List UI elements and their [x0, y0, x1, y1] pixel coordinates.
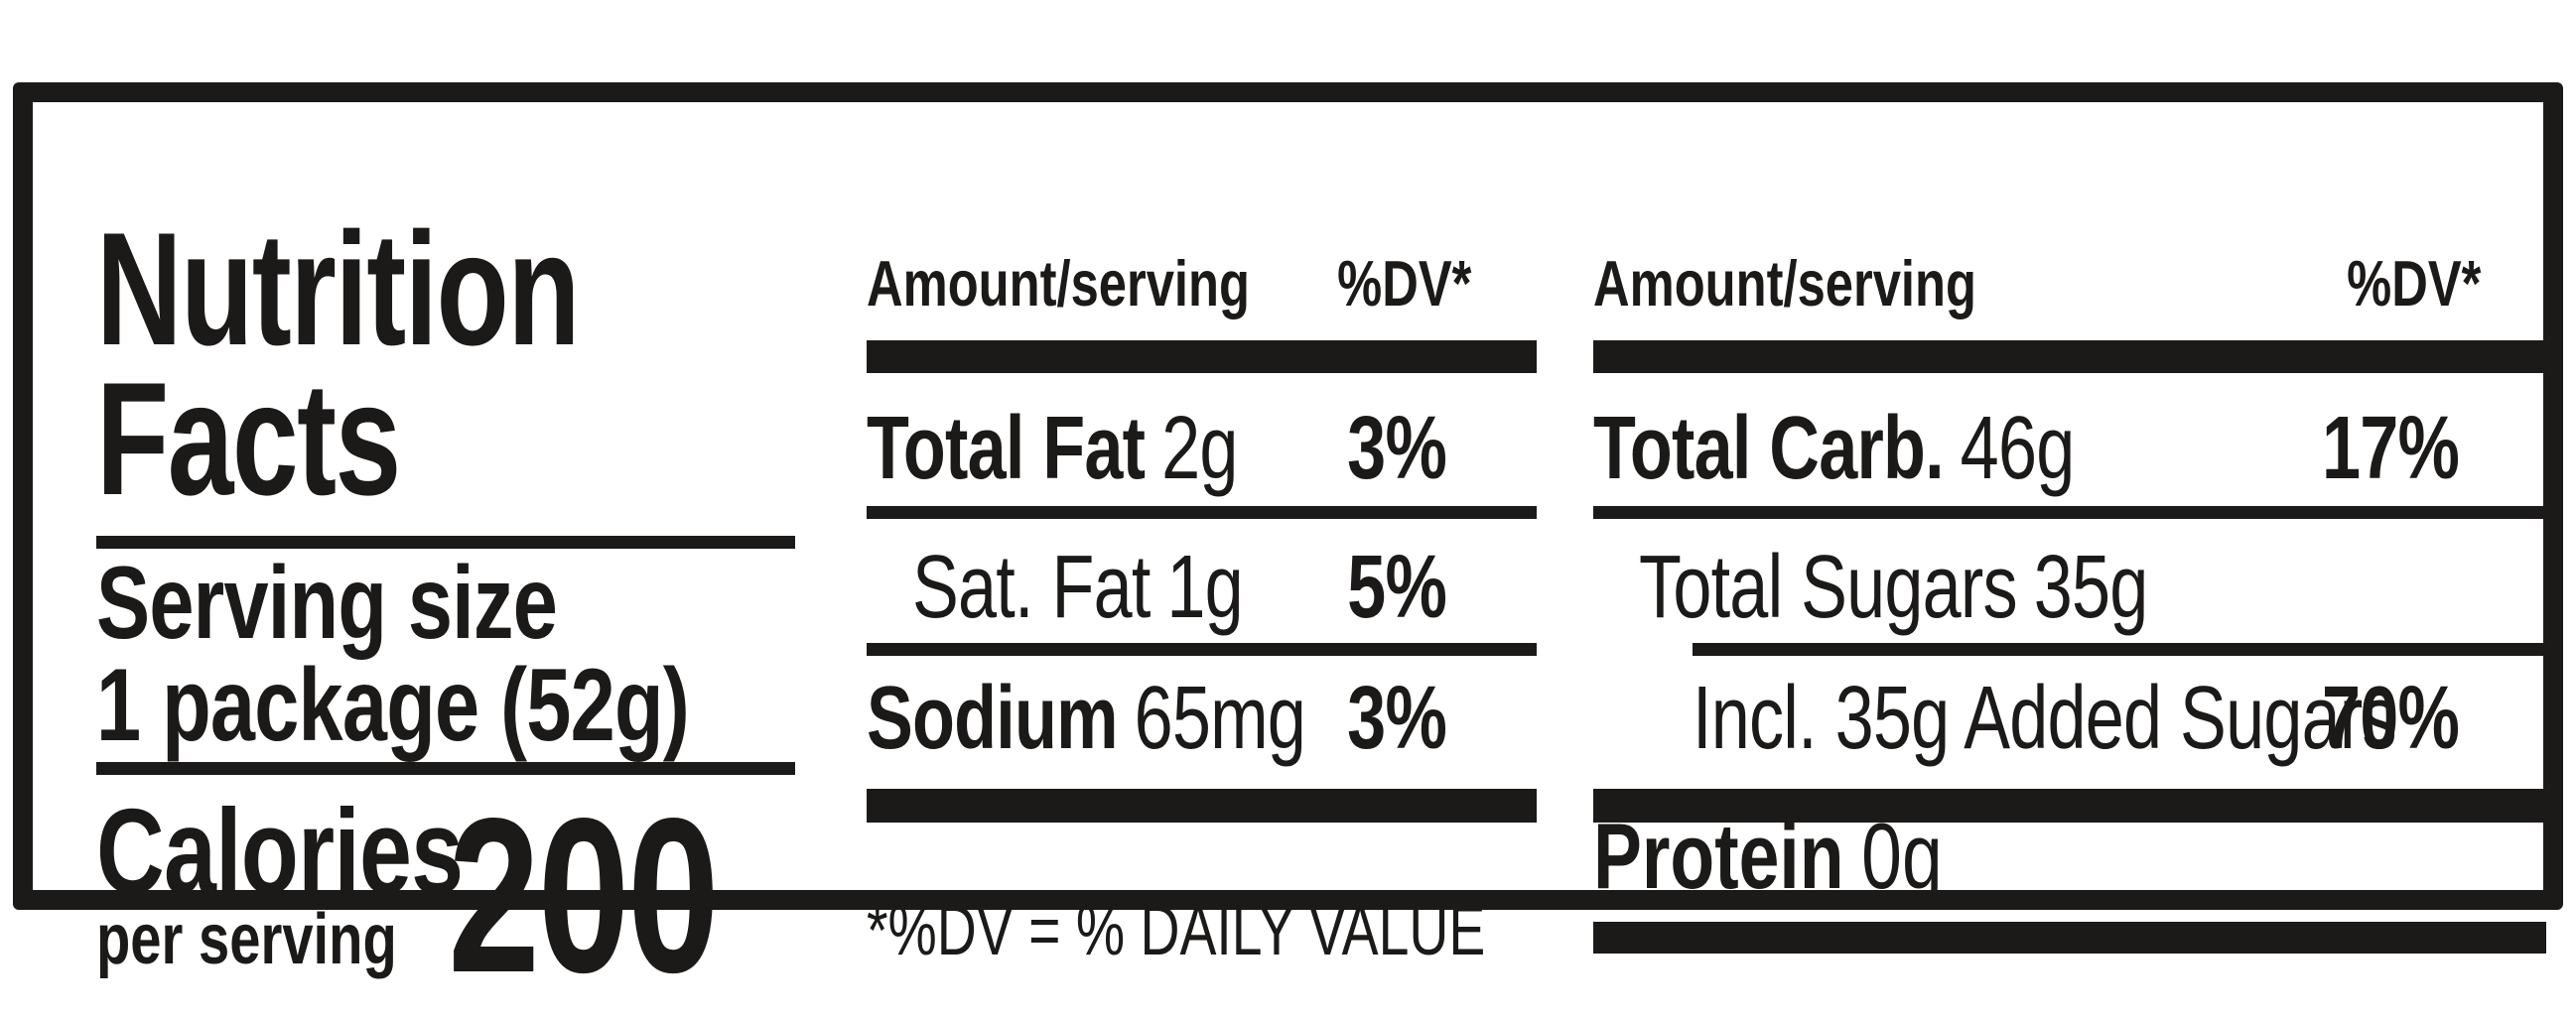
- serving-top-rule: [96, 536, 795, 549]
- middle-header-bar: [867, 340, 1537, 373]
- total-sugars-row: Total Sugars 35g: [1639, 543, 2148, 632]
- right-amount-serving-header: Amount/serving: [1593, 247, 1976, 319]
- protein-amount: 0g: [1861, 804, 1943, 908]
- right-row-separator-1: [1593, 506, 2546, 519]
- middle-row-separator-1: [867, 506, 1537, 519]
- sodium-dv: 3%: [1347, 669, 1447, 768]
- right-section-end-bar: [1593, 789, 2546, 823]
- total-sugars-name: Total Sugars: [1639, 538, 2018, 637]
- total-carb-row: Total Carb. 46g: [1593, 404, 2075, 493]
- serving-size-value: 1 package (52g): [96, 648, 690, 763]
- middle-section-end-bar: [867, 789, 1537, 823]
- nutrition-label-frame: Nutrition Facts Serving size 1 package (…: [13, 82, 2563, 1006]
- sodium-amount: 65mg: [1134, 669, 1306, 768]
- middle-dv-header: %DV*: [1336, 247, 1471, 319]
- middle-amount-serving-header: Amount/serving: [867, 247, 1250, 319]
- total-fat-row: Total Fat 2g: [867, 404, 1238, 493]
- label-title: Nutrition Facts: [96, 199, 748, 529]
- label-title-line1: Nutrition: [96, 199, 581, 379]
- total-fat-amount: 2g: [1161, 399, 1238, 498]
- calories-value: 200: [447, 773, 719, 1019]
- middle-row-separator-2: [867, 643, 1537, 656]
- added-sugars-dv: 70%: [2321, 669, 2460, 768]
- total-carb-name: Total Carb.: [1593, 399, 1945, 498]
- calories-top-rule: [96, 762, 795, 775]
- right-row-separator-2-indented: [1693, 643, 2546, 656]
- dv-footnote: *%DV = % DAILY VALUE: [867, 892, 1486, 970]
- right-dv-header: %DV*: [2346, 247, 2481, 319]
- total-carb-dv: 17%: [2321, 399, 2460, 498]
- protein-end-bar: [1593, 922, 2546, 954]
- sodium-name: Sodium: [867, 669, 1118, 768]
- total-fat-dv: 3%: [1347, 399, 1447, 498]
- nutrition-facts-image: Nutrition Facts Serving size 1 package (…: [13, 82, 2563, 1006]
- label-title-line2: Facts: [96, 348, 401, 529]
- sat-fat-amount: 1g: [1166, 538, 1243, 637]
- calories-label: Calories: [96, 784, 464, 919]
- added-sugars-row: Incl. 35g Added Sugars: [1693, 674, 2397, 763]
- sodium-row: Sodium 65mg: [867, 674, 1306, 763]
- right-header-bar: [1593, 340, 2546, 373]
- total-carb-amount: 46g: [1960, 399, 2076, 498]
- sat-fat-dv: 5%: [1347, 538, 1447, 637]
- protein-row: Protein 0g: [1593, 810, 1943, 903]
- total-fat-name: Total Fat: [867, 399, 1146, 498]
- protein-name: Protein: [1593, 804, 1844, 908]
- serving-size-label: Serving size: [96, 546, 558, 661]
- sat-fat-row: Sat. Fat 1g: [912, 543, 1244, 632]
- total-sugars-amount: 35g: [2033, 538, 2149, 637]
- calories-per-serving-label: per serving: [96, 900, 397, 979]
- added-sugars-name: Incl. 35g Added Sugars: [1693, 669, 2397, 768]
- sat-fat-name: Sat. Fat: [912, 538, 1151, 637]
